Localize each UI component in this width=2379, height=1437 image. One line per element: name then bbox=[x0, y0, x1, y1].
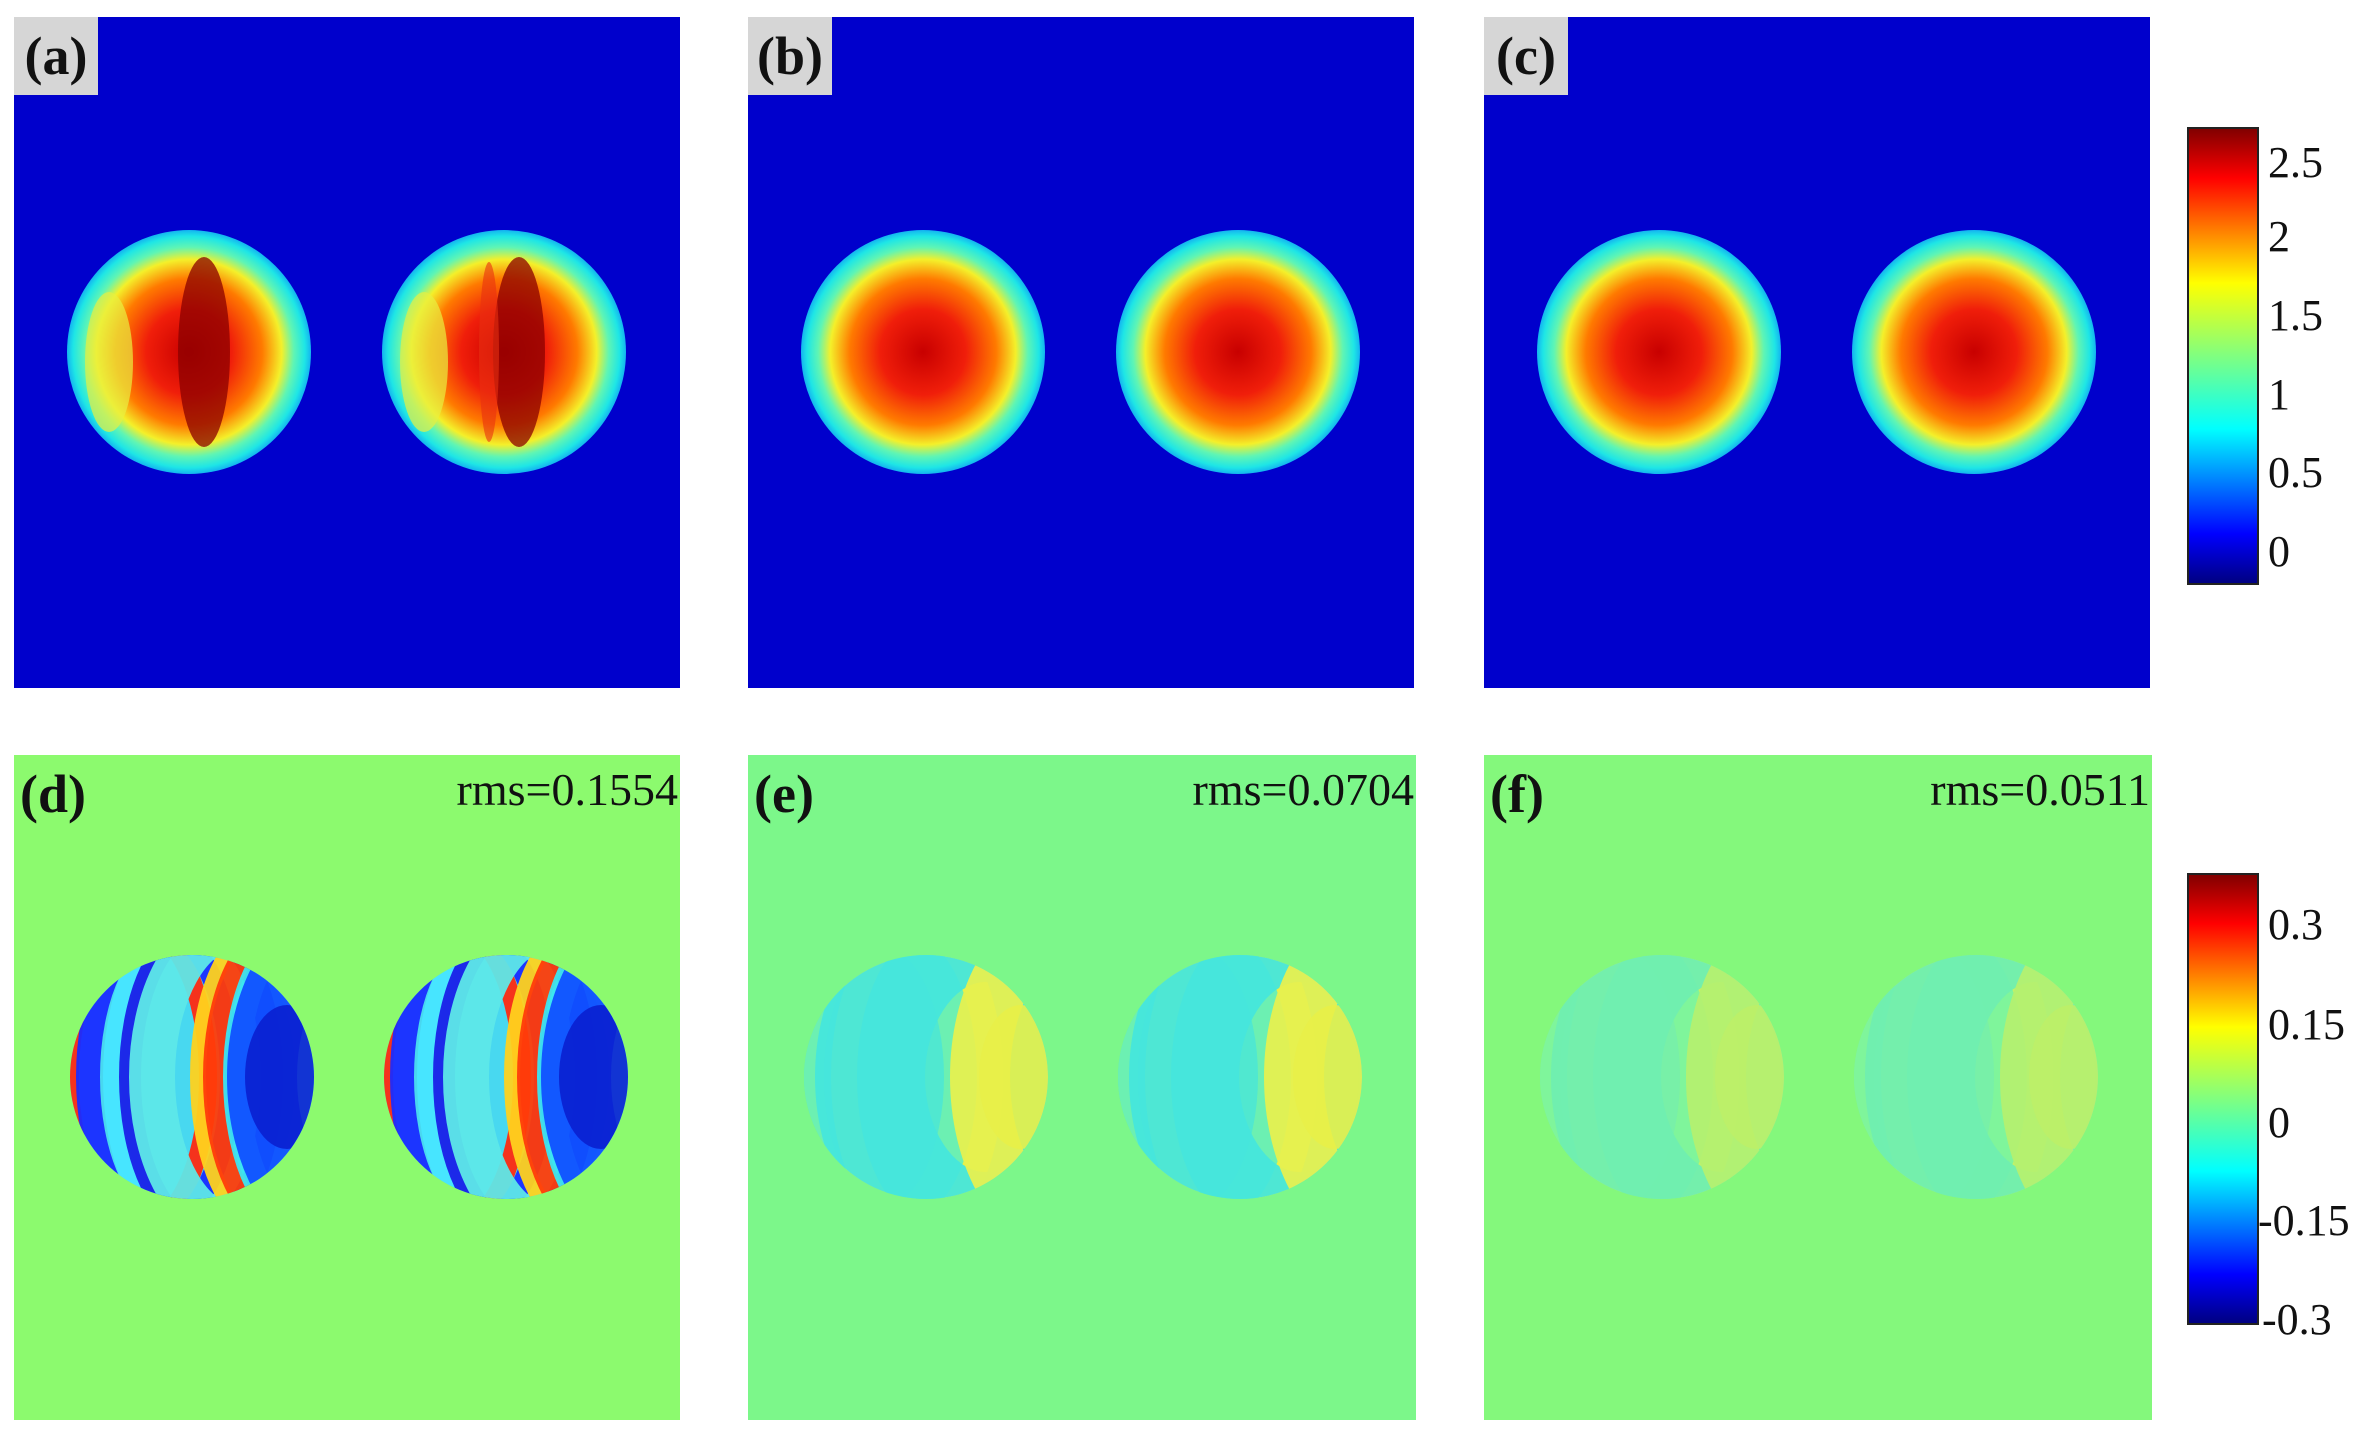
panel-b-phase-map: (b) bbox=[748, 17, 1414, 688]
panel-c-phase-map: (c) bbox=[1484, 17, 2150, 688]
colorbar-phase-tick: 2.5 bbox=[2268, 138, 2323, 187]
panel-label-e: (e) bbox=[754, 764, 814, 824]
panel-label-b: (b) bbox=[748, 17, 832, 95]
error-sphere bbox=[1118, 955, 1362, 1199]
panel-label-d: (d) bbox=[20, 764, 86, 824]
error-map-f-svg bbox=[1484, 755, 2152, 1420]
panel-a-phase-map: (a) bbox=[14, 17, 680, 688]
colorbar-error-tick: 0.15 bbox=[2268, 1000, 2345, 1049]
phase-map-c-svg bbox=[1484, 17, 2150, 688]
rms-value-d: rms=0.1554 bbox=[456, 764, 678, 815]
colorbar-error-gradient bbox=[2187, 873, 2259, 1325]
error-sphere bbox=[1854, 955, 2098, 1199]
colorbar-phase-gradient bbox=[2187, 127, 2259, 585]
phase-disk bbox=[1537, 230, 1781, 474]
phase-disk bbox=[1852, 230, 2096, 474]
colorbar-error-tick: 0 bbox=[2268, 1098, 2290, 1147]
error-map-d-svg bbox=[14, 755, 680, 1420]
colorbar-phase-tick: 0.5 bbox=[2268, 448, 2323, 497]
colorbar-error bbox=[2187, 873, 2259, 1325]
phase-map-b-svg bbox=[748, 17, 1414, 688]
panel-d-error-map: (d) rms=0.1554 bbox=[14, 755, 680, 1420]
rms-value-f: rms=0.0511 bbox=[1930, 764, 2150, 815]
phase-disk bbox=[1116, 230, 1360, 474]
colorbar-phase-tick: 1.5 bbox=[2268, 291, 2323, 340]
panel-label-c: (c) bbox=[1484, 17, 1568, 95]
panel-label-a: (a) bbox=[14, 17, 98, 95]
error-map-e-svg bbox=[748, 755, 1416, 1420]
error-sphere bbox=[70, 955, 314, 1199]
colorbar-error-tick: -0.3 bbox=[2262, 1295, 2332, 1344]
colorbar-phase-tick: 2 bbox=[2268, 212, 2290, 261]
colorbar-error-tick: 0.3 bbox=[2268, 900, 2323, 949]
panel-label-f: (f) bbox=[1490, 764, 1544, 824]
colorbar-phase bbox=[2187, 127, 2259, 585]
error-sphere bbox=[1540, 955, 1784, 1199]
error-sphere bbox=[384, 955, 628, 1199]
panel-e-error-map: (e) rms=0.0704 bbox=[748, 755, 1416, 1420]
phase-disk bbox=[801, 230, 1045, 474]
phase-map-a-svg bbox=[14, 17, 680, 688]
colorbar-phase-tick: 0 bbox=[2268, 527, 2290, 576]
rms-value-e: rms=0.0704 bbox=[1192, 764, 1414, 815]
error-sphere bbox=[804, 955, 1048, 1199]
colorbar-error-tick: -0.15 bbox=[2258, 1196, 2350, 1245]
panel-f-error-map: (f) rms=0.0511 bbox=[1484, 755, 2152, 1420]
colorbar-phase-tick: 1 bbox=[2268, 370, 2290, 419]
